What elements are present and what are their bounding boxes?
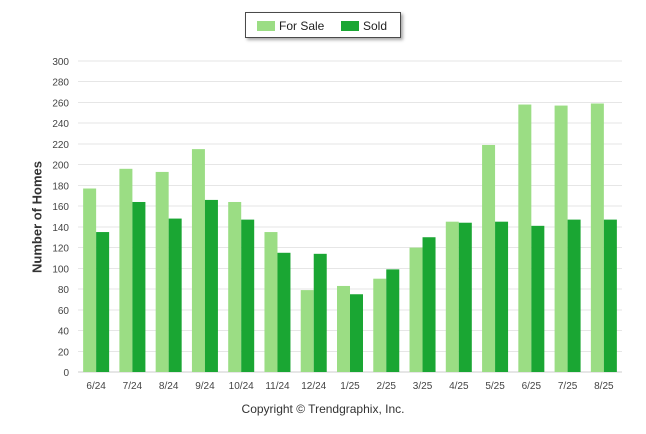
legend-swatch-for-sale: [257, 21, 275, 31]
y-tick-label: 0: [63, 368, 69, 379]
legend-item-sold[interactable]: Sold: [341, 19, 387, 33]
x-tick-label: 4/25: [449, 381, 469, 392]
bar-sold[interactable]: [495, 221, 509, 372]
bar-sold[interactable]: [422, 237, 436, 372]
y-tick-label: 160: [52, 202, 69, 213]
x-tick-label: 5/25: [485, 381, 505, 392]
bar-sold[interactable]: [277, 252, 291, 372]
y-axis-label: Number of Homes: [29, 161, 45, 273]
legend-label-for-sale: For Sale: [279, 19, 325, 33]
y-tick-label: 180: [52, 181, 69, 192]
bar-for-sale[interactable]: [518, 104, 532, 372]
bar-for-sale[interactable]: [119, 168, 133, 372]
bar-for-sale[interactable]: [373, 278, 387, 372]
bar-sold[interactable]: [168, 218, 182, 372]
y-tick-label: 60: [58, 306, 70, 317]
bar-for-sale[interactable]: [83, 188, 97, 372]
y-tick-label: 200: [52, 161, 69, 172]
bar-sold[interactable]: [386, 269, 400, 372]
x-tick-label: 8/25: [594, 381, 614, 392]
legend: For Sale Sold: [245, 12, 401, 38]
x-tick-label: 12/24: [301, 381, 326, 392]
legend-item-for-sale[interactable]: For Sale: [257, 19, 324, 33]
bar-for-sale[interactable]: [300, 290, 314, 372]
bar-for-sale[interactable]: [155, 171, 169, 372]
bar-for-sale[interactable]: [264, 232, 278, 372]
bar-for-sale[interactable]: [445, 221, 459, 372]
x-tick-label: 1/25: [340, 381, 360, 392]
x-tick-label: 7/24: [123, 381, 143, 392]
y-tick-label: 280: [52, 78, 69, 89]
legend-swatch-sold: [341, 21, 359, 31]
y-tick-label: 20: [58, 347, 70, 358]
x-tick-label: 8/24: [159, 381, 179, 392]
bar-for-sale[interactable]: [409, 247, 423, 372]
bar-sold[interactable]: [132, 201, 146, 372]
bar-for-sale[interactable]: [191, 149, 205, 372]
x-tick-label: 6/24: [86, 381, 106, 392]
bar-sold[interactable]: [603, 219, 617, 372]
x-tick-label: 10/24: [229, 381, 254, 392]
bar-series: [83, 103, 617, 373]
bar-for-sale[interactable]: [554, 105, 568, 373]
y-tick-label: 260: [52, 98, 69, 109]
bar-sold[interactable]: [531, 225, 545, 372]
bar-sold[interactable]: [458, 222, 472, 372]
bar-sold[interactable]: [567, 219, 581, 372]
bar-for-sale[interactable]: [228, 201, 242, 372]
x-tick-label: 6/25: [522, 381, 542, 392]
x-axis-ticks: 6/24 7/24 8/24 9/24 10/24 11/24 12/24 1/25 2/25 3…: [86, 381, 614, 392]
y-tick-label: 220: [52, 140, 69, 151]
x-tick-label: 7/25: [558, 381, 578, 392]
copyright-text: Copyright © Trendgraphix, Inc.: [241, 402, 405, 416]
bar-sold[interactable]: [350, 294, 363, 372]
y-tick-label: 40: [58, 327, 70, 338]
x-tick-label: 11/24: [265, 381, 290, 392]
y-tick-label: 100: [52, 264, 69, 275]
y-tick-label: 80: [58, 285, 70, 296]
bar-sold[interactable]: [96, 232, 110, 372]
y-tick-label: 140: [52, 223, 69, 234]
x-tick-label: 9/24: [195, 381, 215, 392]
bar-sold[interactable]: [204, 199, 218, 372]
x-tick-label: 3/25: [413, 381, 433, 392]
y-tick-label: 120: [52, 244, 69, 255]
legend-label-sold: Sold: [363, 19, 388, 33]
bar-for-sale[interactable]: [590, 103, 604, 373]
bar-for-sale[interactable]: [482, 144, 496, 372]
y-axis-ticks: 0 20 40 60 80 100 120 140 160 180 200 220 240 260 280 3…: [52, 57, 69, 379]
y-tick-label: 240: [52, 119, 69, 130]
bar-sold[interactable]: [313, 253, 327, 372]
bar-sold[interactable]: [241, 219, 255, 372]
y-tick-label: 300: [52, 57, 69, 68]
x-tick-label: 2/25: [377, 381, 397, 392]
bar-for-sale[interactable]: [337, 285, 350, 372]
